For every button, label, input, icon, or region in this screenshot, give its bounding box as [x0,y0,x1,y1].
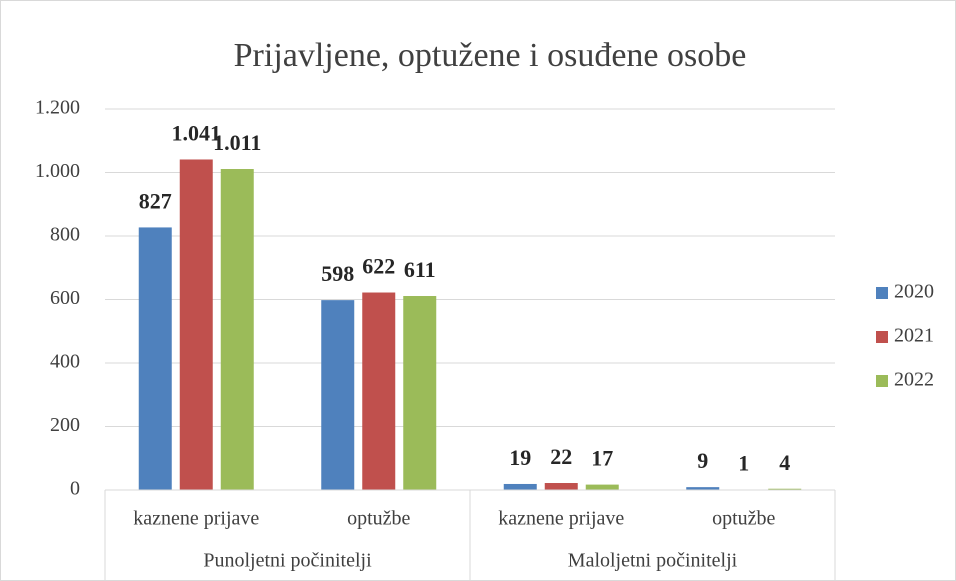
group-label: Maloljetni počinitelji [568,550,738,572]
legend-label: 2021 [894,325,934,347]
y-tick-label: 800 [50,224,80,246]
y-tick-label: 200 [50,414,80,436]
y-tick-label: 1.000 [35,160,80,182]
x-tick-label: optužbe [347,508,410,530]
value-label: 22 [550,444,572,469]
bar [179,159,213,491]
group-label: Punoljetni počinitelji [203,550,372,572]
legend-swatch [876,375,888,387]
legend-swatch [876,331,888,343]
x-tick-label: kaznene prijave [498,508,624,530]
y-tick-label: 400 [50,351,80,373]
bar [362,292,396,490]
bar [403,296,437,490]
bar [544,483,578,490]
chart-title: Prijavljene, optužene i osuđene osobe [234,37,747,74]
bar [321,300,355,490]
value-label: 9 [697,448,708,473]
legend-label: 2020 [894,281,934,303]
value-label: 1.041 [172,121,222,146]
value-label: 622 [362,254,395,279]
value-label: 611 [404,257,436,282]
bar [686,487,720,490]
value-label: 17 [591,446,613,471]
value-label: 1 [738,451,749,476]
x-tick-label: kaznene prijave [133,508,259,530]
bar [138,227,172,491]
y-tick-label: 0 [70,478,80,500]
value-label: 1.011 [213,130,261,155]
bar [220,169,254,490]
y-tick-label: 1.200 [35,97,80,119]
value-label: 827 [139,188,172,213]
value-label: 4 [779,450,790,475]
bar [585,484,619,490]
legend-label: 2022 [894,369,934,391]
value-label: 598 [321,261,354,286]
x-tick-label: optužbe [712,508,775,530]
bar [768,488,802,490]
y-tick-label: 600 [50,287,80,309]
bar [503,483,537,490]
legend-swatch [876,287,888,299]
value-label: 19 [509,445,531,470]
